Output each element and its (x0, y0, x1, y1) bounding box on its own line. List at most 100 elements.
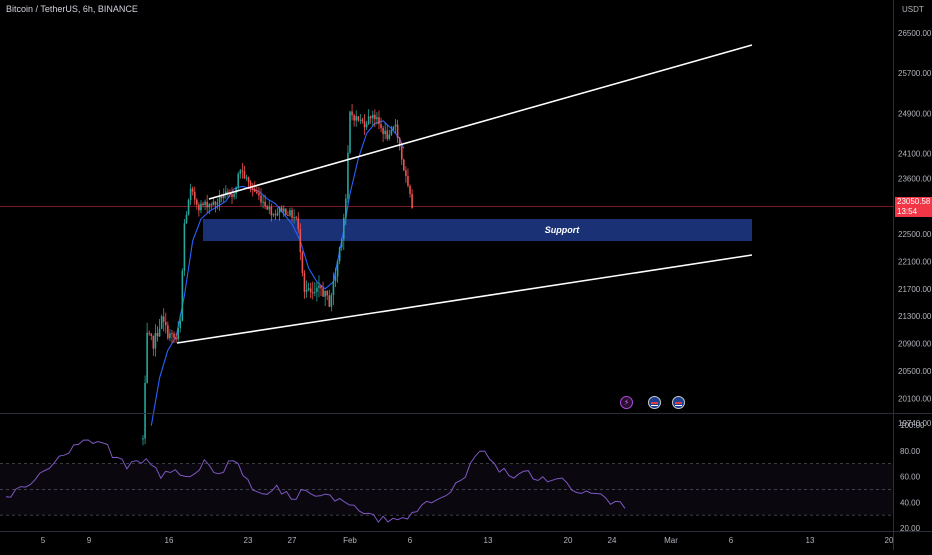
candle-body (392, 126, 395, 130)
candle-body (210, 204, 213, 206)
candle-body (253, 188, 256, 192)
candle-body (367, 116, 370, 125)
candle-body (191, 188, 194, 192)
candle-body (225, 191, 227, 195)
price-tick-label: 21300.00 (898, 312, 932, 321)
candle-body (243, 171, 246, 179)
bar-countdown: 13:54 (897, 207, 918, 216)
rsi-tick-label: 60.00 (900, 473, 921, 482)
candle-body (386, 130, 389, 139)
candle-body (202, 203, 204, 206)
time-tick-label: 24 (608, 536, 617, 545)
candle-body (405, 170, 407, 177)
candle-body (183, 223, 186, 271)
price-axis-unit: USDT (902, 5, 924, 14)
candle-body (142, 438, 144, 440)
candle-body (282, 208, 285, 212)
candle-body (270, 206, 273, 216)
candle-body (274, 214, 277, 216)
candle-body (320, 285, 322, 289)
time-tick-label: 20 (885, 536, 894, 545)
candle-body (239, 170, 242, 174)
candle-body (158, 328, 161, 337)
candle-body (359, 119, 362, 121)
candle-body (171, 333, 173, 335)
candle-body (264, 201, 266, 207)
candle-body (276, 212, 279, 216)
candle-body (345, 198, 347, 218)
candle-body (200, 203, 202, 211)
candle-body (400, 146, 403, 160)
candle-body (156, 333, 159, 337)
candle-body (361, 119, 364, 122)
candle-body (249, 182, 252, 188)
candle-body (152, 336, 155, 349)
price-tick-label: 20900.00 (898, 340, 932, 349)
support-label: Support (545, 225, 580, 235)
rsi-tick-label: 40.00 (900, 498, 921, 507)
candle-body (336, 261, 339, 277)
candle-body (198, 204, 200, 211)
trendline-layer[interactable] (176, 44, 753, 344)
candle-body (378, 117, 380, 125)
candle-body (227, 191, 229, 194)
candle-body (278, 207, 281, 213)
candle-body (237, 173, 240, 188)
candle-body (328, 295, 331, 307)
candle-body (185, 214, 188, 224)
candle-body (148, 332, 151, 334)
candle-body (316, 287, 318, 292)
time-tick-label: 13 (484, 536, 493, 545)
price-tick-label: 24900.00 (898, 109, 932, 118)
chart-title: Bitcoin / TetherUS, 6h, BINANCE (6, 4, 138, 14)
current-price-tag: 23050.58 13:54 (895, 197, 932, 217)
candle-body (330, 295, 333, 307)
current-price-value: 23050.58 (897, 197, 931, 206)
lower-trendline[interactable] (176, 254, 753, 344)
candle-body (376, 117, 378, 120)
rsi-layer (0, 439, 893, 524)
candle-body (403, 159, 405, 171)
candle-body (369, 116, 372, 119)
candle-body (146, 332, 148, 383)
candle-body (173, 333, 175, 338)
candle-body (332, 281, 335, 296)
rsi-tick-label: 100.00 (900, 421, 925, 430)
us-flag-icon[interactable] (648, 396, 661, 409)
candle-body (334, 276, 337, 282)
candle-body (390, 129, 393, 135)
candle-body (260, 195, 262, 203)
candle-body (380, 124, 382, 129)
candle-body (262, 201, 264, 203)
candle-body (326, 290, 329, 296)
candle-body (311, 292, 314, 294)
candle-body (162, 316, 165, 322)
price-tick-label: 24100.00 (898, 150, 932, 159)
us-flag-icon[interactable] (672, 396, 685, 409)
candle-body (189, 188, 192, 201)
candle-body (154, 333, 157, 349)
candle-body (233, 193, 235, 197)
candle-body (347, 152, 349, 199)
candle-body (299, 229, 302, 253)
candle-body (193, 191, 196, 200)
candle-body (338, 247, 341, 262)
time-tick-label: Feb (343, 536, 357, 545)
lightning-bolt-icon[interactable]: ⚡︎ (620, 396, 633, 409)
candle-body (247, 177, 250, 183)
candle-body (293, 217, 295, 219)
price-tick-label: 23600.00 (898, 175, 932, 184)
time-tick-label: 23 (244, 536, 253, 545)
upper-trendline[interactable] (208, 44, 753, 200)
candle-body (231, 194, 233, 197)
candle-body (295, 217, 297, 219)
candle-body (181, 270, 184, 321)
candle-body (179, 320, 182, 328)
candle-body (160, 316, 163, 329)
time-tick-label: 13 (806, 536, 815, 545)
candle-body (322, 288, 324, 297)
candle-body (351, 111, 353, 116)
candle-body (307, 288, 310, 290)
